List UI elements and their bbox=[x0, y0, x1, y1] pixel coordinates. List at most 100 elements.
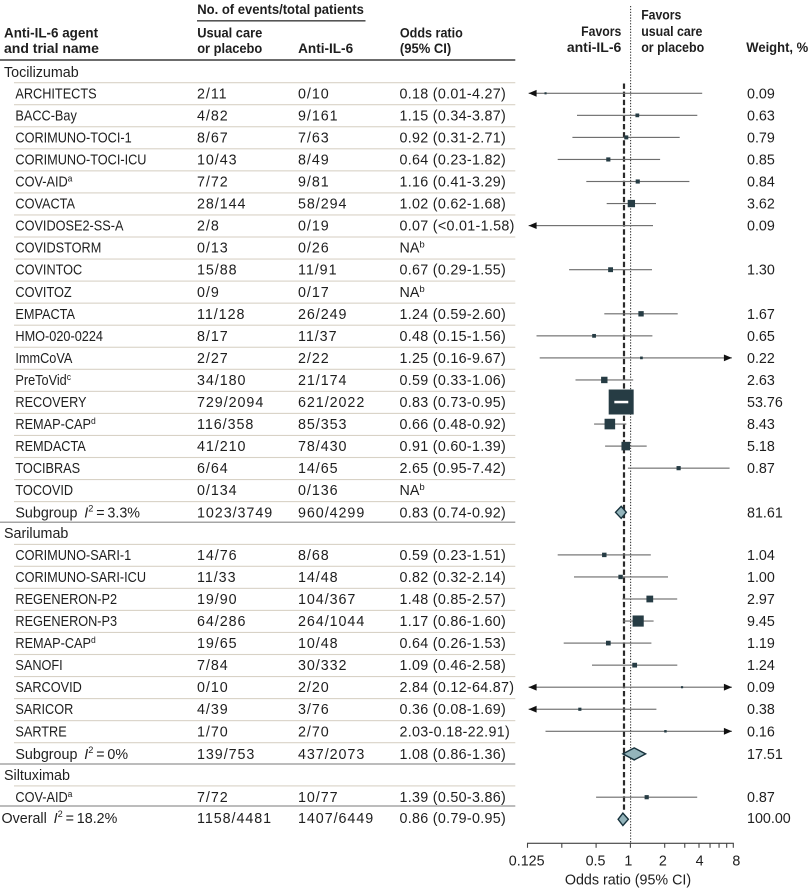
svg-text:621/2022: 621/2022 bbox=[298, 395, 365, 411]
svg-text:5.18: 5.18 bbox=[747, 439, 775, 455]
svg-text:CORIMUNO-TOCI-ICU: CORIMUNO-TOCI-ICU bbox=[15, 152, 146, 168]
svg-text:100.00: 100.00 bbox=[747, 811, 791, 827]
svg-text:2/11: 2/11 bbox=[197, 86, 228, 102]
svg-text:960/4299: 960/4299 bbox=[298, 505, 365, 521]
svg-text:0.07 (<0.01-1.58): 0.07 (<0.01-1.58) bbox=[400, 219, 515, 235]
svg-text:8/49: 8/49 bbox=[298, 152, 330, 168]
svg-text:78/430: 78/430 bbox=[298, 439, 347, 455]
svg-text:HMO-020-0224: HMO-020-0224 bbox=[15, 328, 103, 344]
svg-text:10/77: 10/77 bbox=[298, 790, 339, 806]
svg-text:or placebo: or placebo bbox=[641, 39, 704, 55]
svg-text:SANOFI: SANOFI bbox=[15, 657, 62, 673]
svg-text:1023/3749: 1023/3749 bbox=[197, 505, 273, 521]
svg-text:2/27: 2/27 bbox=[197, 351, 229, 367]
svg-text:0/10: 0/10 bbox=[298, 86, 330, 102]
svg-text:0.87: 0.87 bbox=[747, 790, 775, 806]
svg-text:11/37: 11/37 bbox=[298, 329, 337, 345]
svg-text:8: 8 bbox=[732, 853, 740, 869]
svg-text:0/9: 0/9 bbox=[197, 285, 220, 301]
svg-text:3/76: 3/76 bbox=[298, 702, 330, 718]
svg-text:0.18 (0.01-4.27): 0.18 (0.01-4.27) bbox=[400, 86, 507, 102]
svg-text:COVIDOSE2-SS-A: COVIDOSE2-SS-A bbox=[15, 218, 123, 234]
svg-text:REMAP-CAPd: REMAP-CAPd bbox=[15, 635, 95, 652]
svg-text:0/19: 0/19 bbox=[298, 219, 330, 235]
svg-text:139/753: 139/753 bbox=[197, 747, 255, 763]
svg-text:58/294: 58/294 bbox=[298, 197, 347, 213]
svg-text:CORIMUNO-TOCI-1: CORIMUNO-TOCI-1 bbox=[15, 130, 131, 146]
svg-text:8.43: 8.43 bbox=[747, 417, 775, 433]
svg-text:64/286: 64/286 bbox=[197, 614, 246, 630]
svg-text:RECOVERY: RECOVERY bbox=[15, 394, 86, 410]
svg-text:85/353: 85/353 bbox=[298, 417, 347, 433]
svg-text:anti-IL-6: anti-IL-6 bbox=[567, 39, 622, 55]
svg-text:19/65: 19/65 bbox=[197, 636, 238, 652]
svg-text:COV-AIDa: COV-AIDa bbox=[15, 173, 73, 190]
svg-text:COV-AIDa: COV-AIDa bbox=[15, 789, 73, 806]
svg-text:ARCHITECTS: ARCHITECTS bbox=[15, 86, 96, 102]
svg-text:0.48 (0.15-1.56): 0.48 (0.15-1.56) bbox=[400, 329, 507, 345]
svg-text:0.65: 0.65 bbox=[747, 329, 775, 345]
svg-text:BACC-Bay: BACC-Bay bbox=[15, 108, 77, 124]
svg-text:34/180: 34/180 bbox=[197, 373, 246, 389]
svg-text:2.03-0.18-22.91): 2.03-0.18-22.91) bbox=[400, 724, 511, 740]
svg-text:0.86 (0.79-0.95): 0.86 (0.79-0.95) bbox=[400, 811, 507, 827]
svg-text:NAb: NAb bbox=[400, 482, 425, 499]
svg-text:2/20: 2/20 bbox=[298, 680, 330, 696]
svg-text:SARCOVID: SARCOVID bbox=[15, 680, 82, 696]
svg-text:1158/4481: 1158/4481 bbox=[197, 811, 272, 827]
svg-text:0.16: 0.16 bbox=[747, 724, 775, 740]
svg-text:21/174: 21/174 bbox=[298, 373, 347, 389]
svg-text:26/249: 26/249 bbox=[298, 307, 347, 323]
svg-text:NAb: NAb bbox=[400, 284, 425, 301]
svg-text:14/48: 14/48 bbox=[298, 570, 339, 586]
svg-text:8/67: 8/67 bbox=[197, 130, 229, 146]
svg-text:53.76: 53.76 bbox=[747, 395, 783, 411]
svg-text:0/17: 0/17 bbox=[298, 285, 330, 301]
svg-text:0.38: 0.38 bbox=[747, 702, 775, 718]
svg-text:0.09: 0.09 bbox=[747, 680, 775, 696]
svg-text:1.15 (0.34-3.87): 1.15 (0.34-3.87) bbox=[400, 108, 507, 124]
svg-text:0.91 (0.60-1.39): 0.91 (0.60-1.39) bbox=[400, 439, 507, 455]
svg-text:NAb: NAb bbox=[400, 240, 425, 257]
svg-text:SARTRE: SARTRE bbox=[15, 724, 66, 740]
svg-text:and trial name: and trial name bbox=[4, 40, 99, 56]
svg-text:729/2094: 729/2094 bbox=[197, 395, 264, 411]
svg-text:1.24: 1.24 bbox=[747, 658, 775, 674]
svg-text:0/134: 0/134 bbox=[197, 483, 238, 499]
svg-text:9.45: 9.45 bbox=[747, 614, 775, 630]
svg-text:9/81: 9/81 bbox=[298, 175, 330, 191]
svg-text:4/82: 4/82 bbox=[197, 108, 229, 124]
svg-text:1.19: 1.19 bbox=[747, 636, 775, 652]
svg-text:Overall I2 = 18.2%: Overall I2 = 18.2% bbox=[2, 809, 118, 827]
svg-text:COVITOZ: COVITOZ bbox=[15, 284, 71, 300]
svg-text:usual care: usual care bbox=[641, 23, 702, 39]
svg-text:264/1044: 264/1044 bbox=[298, 614, 365, 630]
svg-text:11/33: 11/33 bbox=[197, 570, 236, 586]
svg-text:Anti-IL-6 agent: Anti-IL-6 agent bbox=[4, 25, 98, 40]
svg-text:REGENERON-P2: REGENERON-P2 bbox=[15, 591, 117, 607]
svg-text:7/63: 7/63 bbox=[298, 130, 330, 146]
svg-text:81.61: 81.61 bbox=[747, 505, 783, 521]
svg-text:0.22: 0.22 bbox=[747, 351, 775, 367]
svg-text:Favors: Favors bbox=[641, 7, 681, 23]
svg-text:1.02 (0.62-1.68): 1.02 (0.62-1.68) bbox=[400, 197, 507, 213]
svg-text:0.09: 0.09 bbox=[747, 86, 775, 102]
svg-text:0/26: 0/26 bbox=[298, 241, 330, 257]
svg-text:or placebo: or placebo bbox=[197, 41, 262, 57]
svg-text:1.09 (0.46-2.58): 1.09 (0.46-2.58) bbox=[400, 658, 507, 674]
svg-text:1.04: 1.04 bbox=[747, 548, 775, 564]
svg-text:2.84 (0.12-64.87): 2.84 (0.12-64.87) bbox=[400, 680, 515, 696]
svg-text:0/136: 0/136 bbox=[298, 483, 339, 499]
svg-text:1.30: 1.30 bbox=[747, 263, 775, 279]
svg-text:1.39 (0.50-3.86): 1.39 (0.50-3.86) bbox=[400, 790, 507, 806]
svg-text:0.67 (0.29-1.55): 0.67 (0.29-1.55) bbox=[400, 263, 507, 279]
svg-text:1/70: 1/70 bbox=[197, 724, 229, 740]
svg-text:0.36 (0.08-1.69): 0.36 (0.08-1.69) bbox=[400, 702, 507, 718]
svg-text:0.87: 0.87 bbox=[747, 461, 775, 477]
svg-text:COVIDSTORM: COVIDSTORM bbox=[15, 240, 101, 256]
svg-text:REGENERON-P3: REGENERON-P3 bbox=[15, 613, 117, 629]
svg-text:11/91: 11/91 bbox=[298, 263, 337, 279]
svg-text:2/8: 2/8 bbox=[197, 219, 220, 235]
svg-text:PreToVidc: PreToVidc bbox=[15, 372, 71, 389]
svg-text:1.67: 1.67 bbox=[747, 307, 775, 323]
